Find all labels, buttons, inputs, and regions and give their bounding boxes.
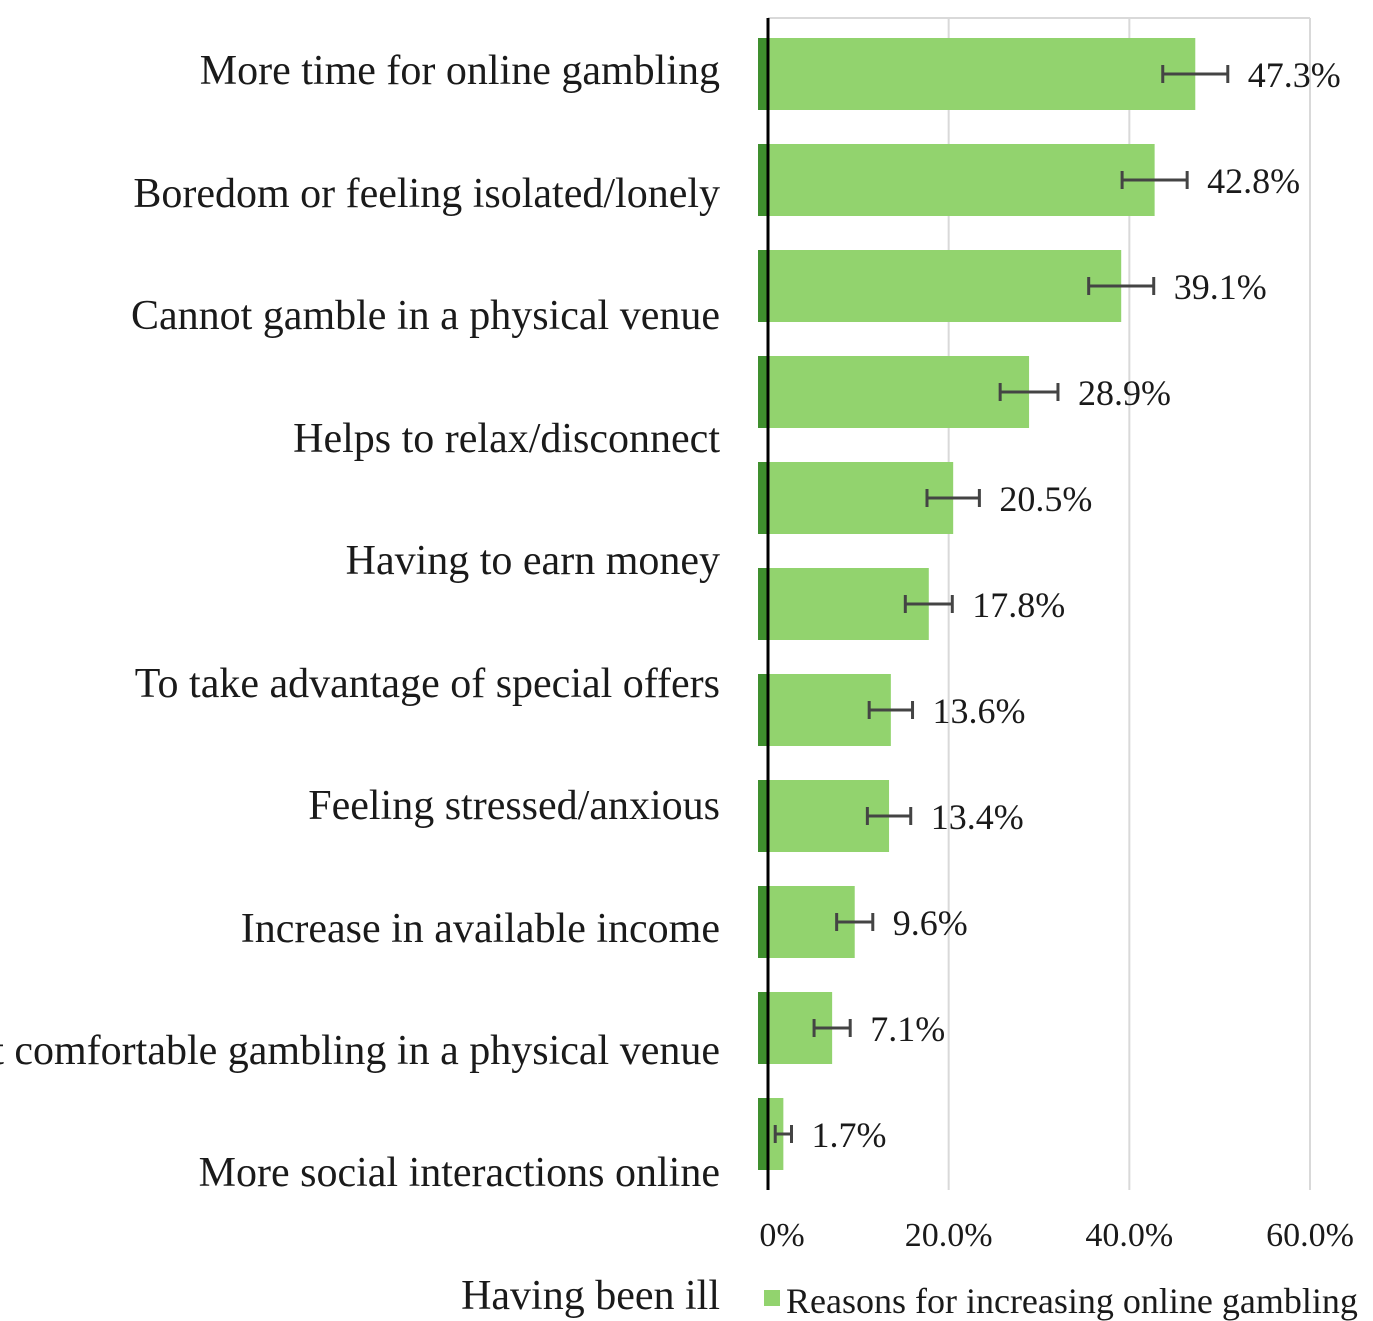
bar-1 xyxy=(758,144,1155,216)
bar-edge-6 xyxy=(758,674,768,746)
x-tick-label-2: 40.0% xyxy=(1085,1217,1173,1254)
category-label-6: Feeling stressed/anxious xyxy=(308,783,720,829)
error-bar-1 xyxy=(1120,171,1189,189)
bar-edge-2 xyxy=(758,250,768,322)
bars xyxy=(758,38,1196,1170)
bar-edge-4 xyxy=(758,462,768,534)
value-label-10: 1.7% xyxy=(811,1115,886,1155)
bar-edge-1 xyxy=(758,144,768,216)
bar-edge-7 xyxy=(758,780,768,852)
value-labels: 47.3% 42.8% 39.1% 28.9% 20.5% 17.8% 13.6% 13.4%… xyxy=(811,55,1340,1155)
value-label-7: 13.4% xyxy=(931,797,1024,837)
value-label-8: 9.6% xyxy=(893,903,968,943)
category-label-1: Boredom or feeling isolated/lonely xyxy=(133,171,720,217)
bar-edge-8 xyxy=(758,886,768,958)
x-tick-label-0: 0% xyxy=(759,1217,804,1254)
value-label-5: 17.8% xyxy=(972,585,1065,625)
category-label-0: More time for online gambling xyxy=(200,48,720,94)
error-bar-6 xyxy=(867,701,915,719)
category-label-10: Having been ill xyxy=(461,1273,720,1319)
category-label-2: Cannot gamble in a physical venue xyxy=(131,293,720,339)
error-bar-8 xyxy=(835,913,875,931)
legend-label: Reasons for increasing online gambling xyxy=(786,1281,1358,1321)
bar-edge-0 xyxy=(758,38,768,110)
error-bar-5 xyxy=(903,595,954,613)
category-label-5: To take advantage of special offers xyxy=(135,661,720,707)
bar-edge-5 xyxy=(758,568,768,640)
error-bars xyxy=(773,65,1230,1143)
category-label-9: More social interactions online xyxy=(199,1150,720,1196)
legend-swatch xyxy=(764,1290,780,1306)
bar-edge-3 xyxy=(758,356,768,428)
category-label-3: Helps to relax/disconnect xyxy=(293,416,720,462)
value-label-0: 47.3% xyxy=(1248,55,1341,95)
category-label-8: Not comfortable gambling in a physical v… xyxy=(0,1028,720,1074)
bar-3 xyxy=(758,356,1030,428)
x-tick-label-3: 60.0% xyxy=(1266,1217,1354,1254)
error-bar-10 xyxy=(773,1125,793,1143)
error-bar-2 xyxy=(1087,277,1156,295)
category-label-4: Having to earn money xyxy=(346,538,720,584)
legend: Reasons for increasing online gambling xyxy=(764,1281,1358,1321)
value-label-9: 7.1% xyxy=(870,1009,945,1049)
value-label-4: 20.5% xyxy=(999,479,1092,519)
x-tick-labels: 0% 20.0% 40.0% 60.0% xyxy=(759,1217,1354,1254)
error-bar-0 xyxy=(1161,65,1230,83)
category-labels: More time for online gambling Boredom or … xyxy=(0,48,720,1319)
error-bar-7 xyxy=(865,807,913,825)
bar-edge-9 xyxy=(758,992,768,1064)
value-label-6: 13.6% xyxy=(933,691,1026,731)
value-label-2: 39.1% xyxy=(1174,267,1267,307)
category-label-7: Increase in available income xyxy=(241,906,720,952)
bar-4 xyxy=(758,462,954,534)
bar-edge-10 xyxy=(758,1098,768,1170)
error-bar-4 xyxy=(925,489,981,507)
bar-5 xyxy=(758,568,929,640)
bar-2 xyxy=(758,250,1122,322)
value-label-3: 28.9% xyxy=(1078,373,1171,413)
error-bar-9 xyxy=(812,1019,852,1037)
value-label-1: 42.8% xyxy=(1207,161,1300,201)
x-tick-label-1: 20.0% xyxy=(905,1217,993,1254)
error-bar-3 xyxy=(998,383,1060,401)
bar-0 xyxy=(758,38,1196,110)
